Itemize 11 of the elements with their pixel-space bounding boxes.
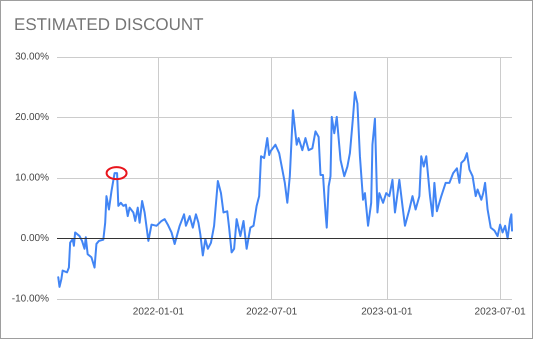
chart-title: ESTIMATED DISCOUNT	[14, 15, 204, 34]
x-tick-label: 2022-07-01	[246, 306, 298, 318]
x-tick-label: 2022-01-01	[132, 306, 184, 318]
x-tick-label: 2023-07-01	[474, 306, 526, 318]
x-tick-label: 2023-01-01	[361, 306, 413, 318]
y-tick-label: 0.00%	[20, 233, 50, 244]
y-tick-label: 30.00%	[15, 52, 50, 62]
y-tick-label: 10.00%	[15, 172, 50, 184]
y-tick-label: -10.00%	[12, 294, 50, 304]
y-tick-label: 20.00%	[15, 112, 50, 123]
line-series	[57, 91, 513, 288]
